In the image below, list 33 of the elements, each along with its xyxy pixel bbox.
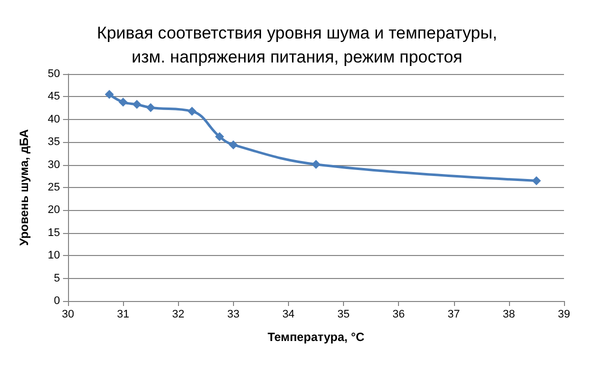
y-tick-label: 40 (48, 113, 60, 126)
x-tick-label: 33 (227, 308, 240, 320)
y-tick-label: 25 (48, 182, 60, 194)
point (215, 132, 224, 142)
y-tick-label: 50 (48, 68, 60, 80)
point (532, 176, 541, 186)
y-tick-label: 35 (48, 136, 60, 148)
x-tick-label: 38 (502, 308, 516, 320)
point (228, 140, 238, 150)
point (104, 90, 114, 99)
point (188, 106, 196, 116)
y-tick-label: 0 (54, 295, 60, 307)
y-tick-label: 20 (48, 204, 60, 216)
x-tick-label: 35 (337, 308, 350, 320)
x-tick-label: 39 (558, 308, 570, 320)
point (118, 98, 128, 107)
x-tick-label: 36 (392, 308, 405, 320)
y-tick-label: 45 (48, 90, 60, 103)
x-tick-label: 30 (62, 308, 74, 320)
y-axis-title: Уровень шума, дБА (17, 128, 31, 246)
point (132, 100, 142, 109)
y-tick-label: 30 (48, 158, 60, 171)
x-axis-title: Температура, °С (268, 330, 365, 344)
y-tick-label: 5 (54, 272, 60, 284)
y-tick-label: 10 (48, 250, 60, 262)
point (146, 103, 156, 112)
y-tick-label: 15 (48, 226, 60, 239)
chart-title: Кривая соответствия уровня шума и температуры, изм. напряжения питания, режим простоя (96, 24, 498, 66)
x-tick-label: 32 (172, 308, 184, 320)
x-tick-label: 31 (116, 308, 130, 320)
x-tick-label: 34 (282, 308, 295, 320)
point (312, 160, 320, 169)
x-tick-label: 37 (448, 308, 460, 320)
